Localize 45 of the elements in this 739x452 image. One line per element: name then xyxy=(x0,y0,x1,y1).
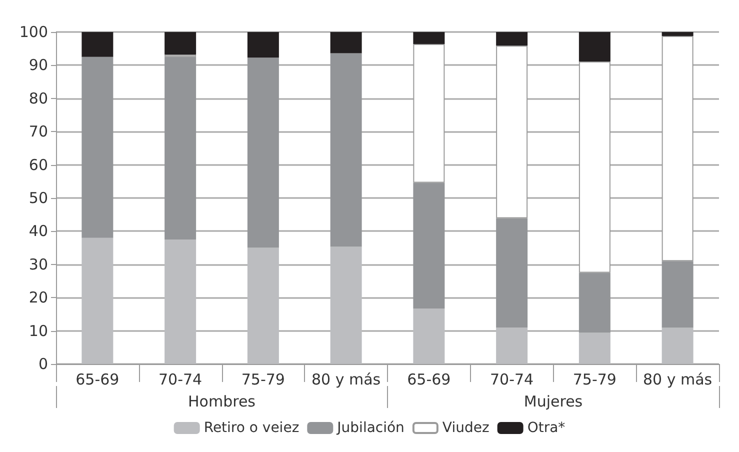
bar xyxy=(662,328,694,364)
bar xyxy=(164,56,196,240)
x-tick-label: 75-79 xyxy=(572,370,616,388)
bar xyxy=(496,32,528,46)
y-tick-label: 40 xyxy=(28,222,48,240)
bar xyxy=(413,308,445,364)
bar xyxy=(247,58,279,248)
legend-label: Viudez xyxy=(442,420,490,436)
y-tick-label: 10 xyxy=(28,322,48,340)
bar xyxy=(496,327,528,364)
y-tick-label: 0 xyxy=(38,355,48,373)
y-tick-label: 50 xyxy=(28,189,48,207)
bar xyxy=(662,32,694,36)
x-tick-label: 65-69 xyxy=(407,370,451,388)
bar xyxy=(82,238,114,364)
y-tick-label: 70 xyxy=(28,122,48,141)
bar xyxy=(82,56,114,238)
y-tick-label: 100 xyxy=(19,23,48,41)
x-tick-label: 65-69 xyxy=(76,370,120,388)
y-tick-label: 90 xyxy=(28,56,48,74)
bar xyxy=(578,32,610,62)
x-tick-label: 80 y más xyxy=(643,370,712,388)
legend-label: Otra* xyxy=(527,420,566,436)
text: Mujeres xyxy=(524,392,583,410)
x-tick-label: 70-74 xyxy=(490,370,534,388)
y-tick-label: 20 xyxy=(28,288,48,307)
y-tick-label: 60 xyxy=(28,156,48,174)
bar xyxy=(330,246,362,364)
bar xyxy=(164,240,196,364)
text: Hombres xyxy=(188,392,256,410)
bar xyxy=(164,32,196,55)
legend-label: Jubilación xyxy=(336,420,404,436)
bar xyxy=(413,32,445,44)
bar xyxy=(330,32,362,54)
bar xyxy=(330,53,362,247)
x-tick-label: 80 y más xyxy=(312,370,381,388)
x-tick-label: 75-79 xyxy=(241,370,285,388)
bar xyxy=(82,32,114,57)
bar xyxy=(247,32,279,58)
bar xyxy=(578,332,610,364)
legend-label: Retiro o veiez xyxy=(204,420,300,436)
x-tick-label: 70-74 xyxy=(158,370,202,388)
y-tick-label: 80 xyxy=(28,89,48,108)
y-tick-label: 30 xyxy=(28,255,48,274)
bar xyxy=(247,248,279,364)
